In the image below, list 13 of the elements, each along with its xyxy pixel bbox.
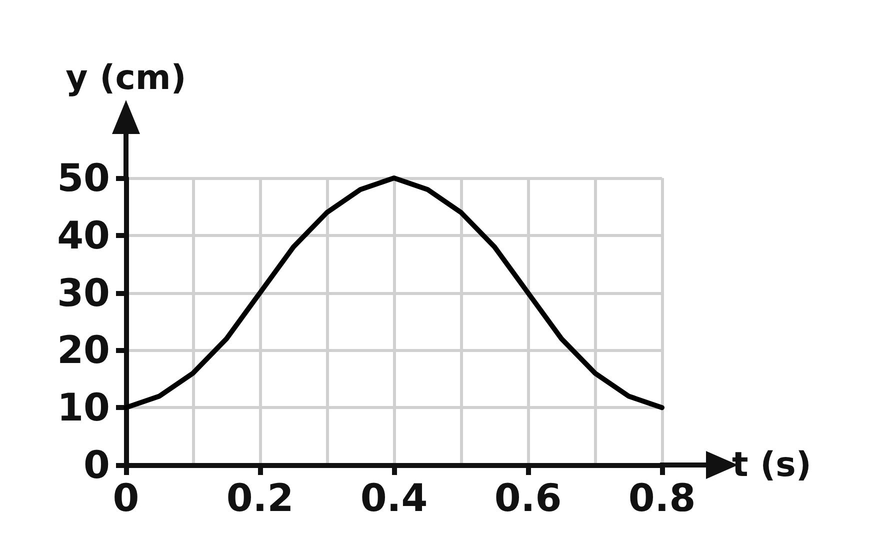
- y-tick-label: 40: [57, 213, 110, 258]
- y-tick-label: 20: [57, 328, 110, 372]
- y-tick-label: 30: [57, 270, 110, 315]
- x-tick-label: 0.8: [628, 476, 696, 520]
- x-tick-label: 0.4: [360, 476, 428, 520]
- y-axis-title: y (cm): [66, 58, 186, 98]
- y-tick-label: 50: [57, 156, 110, 200]
- x-tick-label: 0: [112, 476, 140, 520]
- x-tick-label: 0.6: [494, 476, 562, 520]
- x-axis-title: t (s): [732, 445, 812, 485]
- y-tick-label: 10: [57, 386, 110, 430]
- y-tick-label: 0: [84, 443, 110, 487]
- x-tick-label: 0.2: [226, 476, 294, 520]
